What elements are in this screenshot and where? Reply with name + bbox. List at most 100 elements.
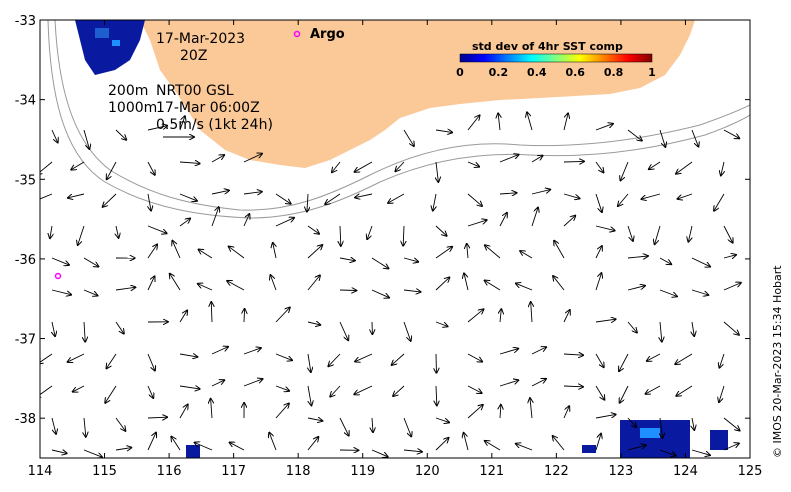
current-vector xyxy=(433,193,436,211)
current-vector xyxy=(467,309,483,323)
current-vector xyxy=(723,283,741,291)
y-tick-label: -36 xyxy=(15,253,36,268)
current-vector xyxy=(179,193,197,201)
velocity-time-label: 17-Mar 06:00Z xyxy=(156,100,260,116)
current-vector xyxy=(179,116,185,131)
colorbar-tick-label: 0.4 xyxy=(527,66,547,79)
current-vector xyxy=(595,246,602,259)
current-vector xyxy=(339,321,348,340)
current-vector xyxy=(641,193,661,199)
current-vector xyxy=(147,276,154,291)
current-vector xyxy=(211,302,212,323)
x-axis: 114 115 116 117 118 119 120 121 122 123 124 125 xyxy=(28,20,762,479)
current-vector xyxy=(563,386,583,387)
y-tick-label: -33 xyxy=(15,14,36,29)
current-vector xyxy=(500,405,501,419)
current-vector xyxy=(243,154,262,163)
current-vector xyxy=(308,353,311,372)
current-vector xyxy=(115,417,125,431)
current-vector xyxy=(464,273,469,291)
colorbar-tick-label: 0.8 xyxy=(604,66,624,79)
current-vector xyxy=(595,193,602,212)
current-vector xyxy=(595,124,613,131)
current-vector xyxy=(275,218,294,227)
x-tick-label: 118 xyxy=(286,464,311,479)
current-vector xyxy=(51,289,71,295)
current-vector xyxy=(675,353,693,364)
current-vector xyxy=(147,244,157,259)
current-vector xyxy=(467,220,487,227)
current-vectors xyxy=(40,112,741,457)
depth-1000-label: 1000m xyxy=(108,100,157,116)
current-vector xyxy=(307,418,322,421)
current-vector xyxy=(107,161,117,179)
current-vector xyxy=(307,437,318,451)
current-vector xyxy=(307,245,322,259)
current-vector xyxy=(531,347,546,355)
current-vector xyxy=(691,129,698,147)
sst-stddev-patches xyxy=(75,20,728,458)
current-vector xyxy=(339,417,349,436)
x-tick-label: 122 xyxy=(544,464,569,479)
current-vector xyxy=(172,241,181,259)
x-tick-label: 116 xyxy=(157,464,182,479)
current-vector xyxy=(211,380,224,387)
current-vector xyxy=(527,112,533,131)
current-vector xyxy=(595,434,601,451)
current-vector xyxy=(229,247,245,259)
current-vector xyxy=(435,321,448,326)
x-tick-label: 119 xyxy=(350,464,375,479)
current-vector xyxy=(179,354,197,357)
current-vector xyxy=(403,290,421,292)
current-vector xyxy=(106,353,117,368)
colorbar-tick-label: 0.6 xyxy=(565,66,585,79)
current-vector xyxy=(627,256,648,258)
current-vector xyxy=(403,321,411,341)
current-vector xyxy=(403,417,411,436)
current-vector xyxy=(485,245,501,259)
current-vector xyxy=(307,322,320,325)
y-tick-label: -34 xyxy=(15,94,36,109)
argo-label: Argo xyxy=(310,27,345,42)
current-vector xyxy=(148,193,151,211)
y-tick-label: -35 xyxy=(15,173,36,188)
current-vector xyxy=(619,353,629,371)
current-vector xyxy=(676,161,693,174)
current-vector xyxy=(388,193,405,203)
current-vector xyxy=(147,385,153,398)
current-vector xyxy=(211,399,212,419)
current-vector xyxy=(307,193,308,212)
current-vector xyxy=(692,321,694,336)
current-vector xyxy=(531,156,543,163)
current-vector xyxy=(499,349,518,355)
depth-200-label: 200m xyxy=(108,83,148,99)
current-vector xyxy=(723,443,739,451)
current-vector xyxy=(659,257,671,264)
current-vector xyxy=(83,257,98,267)
current-vector xyxy=(103,193,117,207)
current-vector xyxy=(147,161,155,175)
current-vector xyxy=(595,225,615,231)
current-vector xyxy=(627,286,645,291)
x-tick-label: 115 xyxy=(92,464,117,479)
current-vector xyxy=(655,225,661,244)
current-vector xyxy=(659,129,665,147)
current-vector xyxy=(436,161,438,182)
current-vector xyxy=(307,385,311,405)
current-vector xyxy=(676,385,693,396)
current-vector xyxy=(595,273,601,291)
current-vector xyxy=(68,353,85,362)
current-vector xyxy=(51,129,58,142)
current-vector xyxy=(243,214,249,227)
current-vector xyxy=(660,321,662,342)
current-vector xyxy=(563,310,570,323)
current-vector xyxy=(50,225,52,238)
current-vector xyxy=(691,257,710,267)
current-vector xyxy=(147,126,167,131)
current-vector xyxy=(51,417,56,434)
current-vector xyxy=(51,257,69,265)
current-vector xyxy=(73,385,85,392)
current-vector xyxy=(403,450,422,452)
current-vector xyxy=(325,193,341,204)
current-vector xyxy=(620,161,629,180)
